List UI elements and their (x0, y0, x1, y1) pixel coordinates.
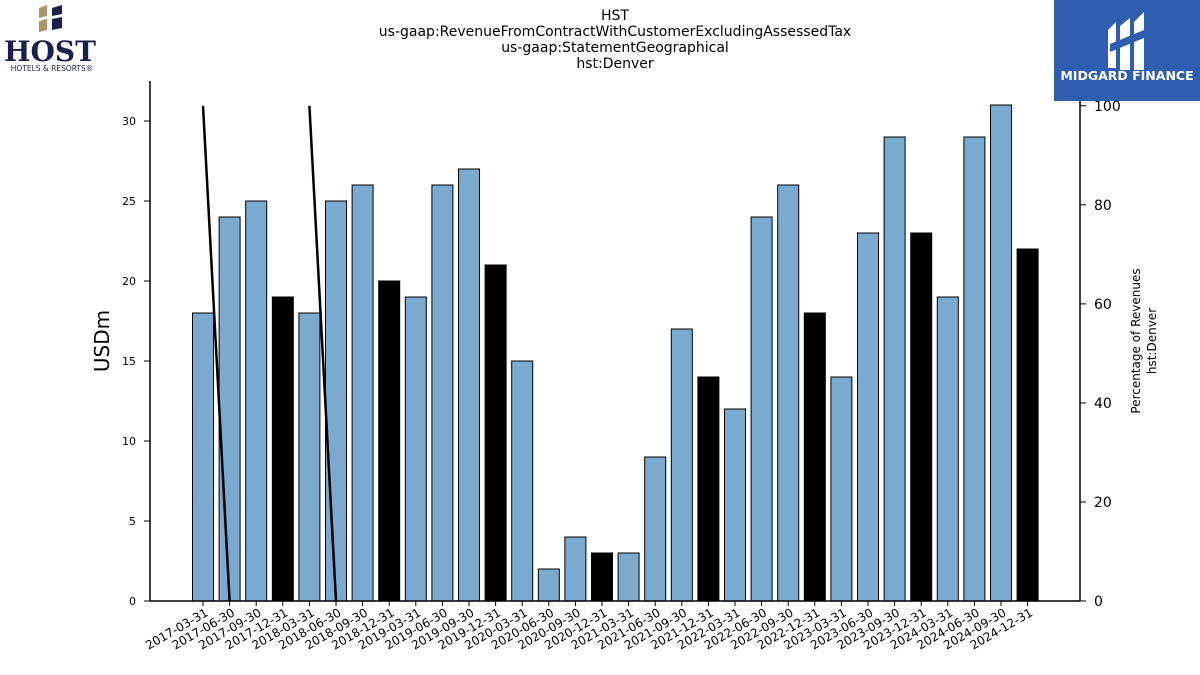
host-logo-subtitle: HOTELS & RESORTS® (11, 64, 94, 73)
chart-title-line-4: hst:Denver (576, 56, 654, 72)
bar-2020-09-30 (564, 536, 587, 602)
bar-2024-03-31 (936, 296, 959, 602)
midgard-emblem-icon (1108, 12, 1144, 70)
bar-2018-09-30 (351, 184, 374, 602)
midgard-logo-name: MIDGARD FINANCE (1060, 68, 1193, 83)
bar-2018-12-31 (378, 280, 401, 602)
percentage-line-series (201, 105, 338, 602)
y2-axis-label-line-2: hst:Denver (1145, 308, 1159, 374)
bar-2022-09-30 (777, 184, 800, 602)
bar-2021-03-31 (617, 552, 640, 602)
bar-2024-06-30 (963, 136, 986, 602)
y-axis-label: USDm (90, 310, 114, 372)
right-y-ticks: 0 20 40 60 80 100 (1080, 99, 1121, 610)
bar-2022-12-31 (803, 312, 826, 602)
bar-2017-09-30 (245, 200, 268, 602)
y2-tick-label: 100 (1094, 99, 1121, 115)
y2-tick-label: 40 (1094, 396, 1112, 412)
midgard-finance-logo: MIDGARD FINANCE (1054, 0, 1200, 101)
y2-tick-label: 80 (1094, 198, 1112, 214)
x-ticks: 2017-03-312017-06-302017-09-302017-12-31… (143, 601, 1035, 652)
bar-2017-06-30 (218, 216, 241, 602)
bar-2018-06-30 (325, 200, 347, 602)
bar-2022-03-31 (724, 408, 746, 602)
host-logo-name: HOST (4, 35, 96, 68)
bar-2019-03-31 (404, 296, 427, 602)
chart-title-line-2: us-gaap:RevenueFromContractWithCustomerE… (379, 24, 851, 40)
bar-series (192, 104, 1039, 602)
chart-title-block: HST us-gaap:RevenueFromContractWithCusto… (379, 8, 851, 72)
y-tick-label: 25 (122, 195, 136, 208)
y-tick-label: 5 (129, 515, 136, 528)
bar-2023-12-31 (910, 232, 933, 602)
left-y-ticks: 0 5 10 15 20 25 30 (122, 115, 150, 608)
bar-2024-12-31 (1016, 248, 1039, 602)
bar-2021-06-30 (644, 456, 667, 602)
chart-title-line-3: us-gaap:StatementGeographical (501, 40, 729, 56)
bar-2017-03-31 (192, 312, 214, 602)
y2-tick-label: 60 (1094, 297, 1112, 313)
bar-2019-06-30 (431, 184, 454, 602)
bar-2023-06-30 (857, 232, 879, 602)
y2-tick-label: 0 (1094, 594, 1103, 610)
bar-2024-09-30 (990, 104, 1012, 602)
bar-2019-09-30 (458, 168, 480, 602)
bar-2019-12-31 (484, 264, 507, 602)
bar-2021-12-31 (697, 376, 720, 602)
y-tick-label: 20 (122, 275, 136, 288)
host-logo: HOST HOTELS & RESORTS® (0, 0, 110, 80)
axes (149, 81, 1081, 602)
y-tick-label: 10 (122, 435, 136, 448)
percentage-line (201, 105, 231, 602)
percentage-line (308, 105, 338, 602)
bar-2018-03-31 (298, 312, 321, 602)
y2-tick-label: 20 (1094, 495, 1112, 511)
y2-axis-label-line-1: Percentage of Revenues (1129, 268, 1143, 413)
bar-2020-06-30 (537, 568, 560, 602)
chart-title-line-1: HST (601, 8, 629, 24)
bar-2020-12-31 (591, 552, 613, 602)
host-emblem-icon (39, 5, 62, 32)
y-tick-label: 15 (122, 355, 136, 368)
bar-2023-03-31 (830, 376, 853, 602)
y-tick-label: 30 (122, 115, 136, 128)
bar-2021-09-30 (670, 328, 693, 602)
bar-2017-12-31 (271, 296, 294, 602)
bar-2020-03-31 (511, 360, 534, 602)
bar-2022-06-30 (750, 216, 773, 602)
bar-2023-09-30 (883, 136, 906, 602)
y-tick-label: 0 (129, 595, 136, 608)
